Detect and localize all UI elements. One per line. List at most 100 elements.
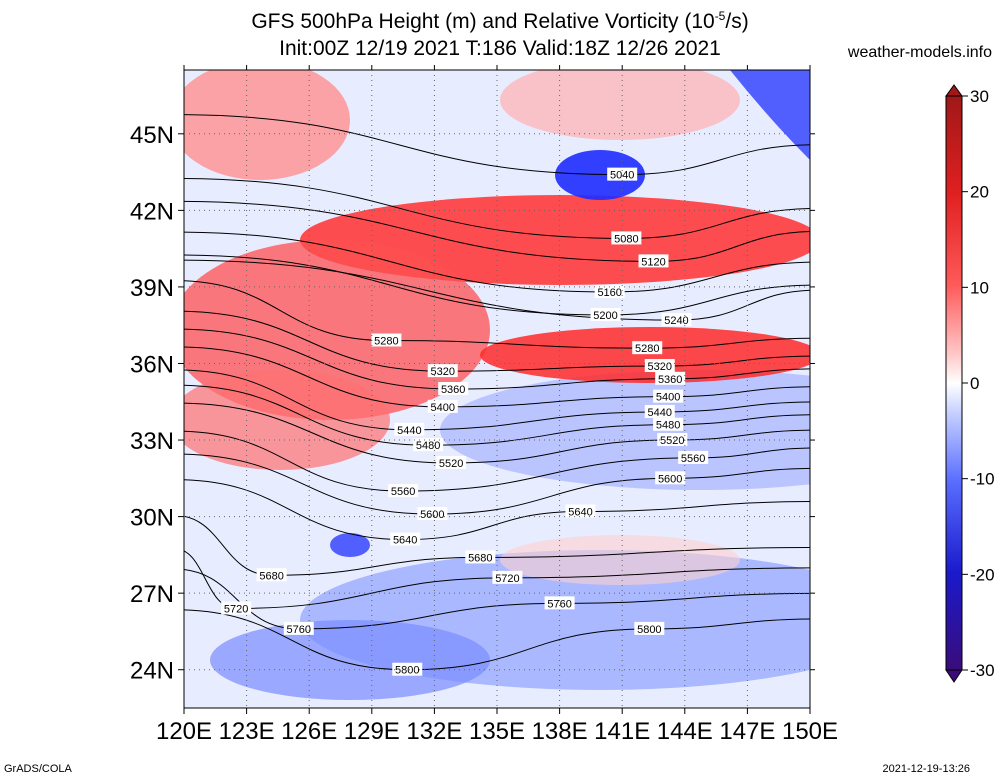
negative-vorticity-center: [730, 70, 810, 160]
height-contour-5640: [184, 479, 810, 541]
contour-label-bg: [392, 662, 423, 676]
height-contour-5520: [184, 402, 810, 464]
colorbar-tick-label: 0: [970, 374, 979, 393]
height-contour-5360: [184, 328, 810, 390]
height-contour-5480: [184, 384, 810, 446]
height-contour-5280: [184, 280, 810, 349]
y-tick-label: 36N: [130, 351, 174, 378]
weak-positive-area: [500, 535, 740, 585]
contour-label-bg: [655, 371, 686, 385]
colorbar-ticks: 30 20 10 0 -10 -20 -30: [962, 87, 995, 680]
chart-subtitle: Init:00Z 12/19 2021 T:186 Valid:18Z 12/2…: [279, 37, 721, 60]
contour-label: 5280: [374, 336, 398, 348]
contour-label: 5320: [431, 366, 455, 378]
contour-label-bg: [256, 568, 287, 582]
x-tick-label: 141E: [594, 718, 650, 745]
contour-label-bg: [427, 399, 458, 413]
colorbar-bottom-arrow: [945, 669, 963, 683]
height-contour-5600: [184, 453, 810, 515]
contour-label: 5800: [637, 624, 661, 636]
contour-label: 5360: [441, 384, 465, 396]
contour-label-bg: [544, 596, 575, 610]
positive-vorticity-area: [500, 70, 740, 140]
x-tick-label: 135E: [469, 718, 525, 745]
contour-label: 5400: [656, 392, 680, 404]
contour-label: 5240: [664, 315, 688, 327]
x-tick-label: 126E: [281, 718, 337, 745]
height-contour-5120: [184, 201, 810, 262]
colorbar-top-arrow: [945, 84, 963, 97]
y-axis-ticks: 24N 27N 30N 33N 36N 39N 42N 45N: [130, 122, 815, 685]
negative-vorticity-band: [210, 620, 490, 700]
y-tick-label: 33N: [130, 428, 174, 455]
colorbar: 30 20 10 0 -10 -20 -30: [945, 84, 995, 683]
contour-label: 5440: [648, 407, 672, 419]
contour-label: 5520: [439, 458, 463, 470]
contour-label: 5600: [420, 509, 444, 521]
y-tick-label: 42N: [130, 198, 174, 225]
contour-label: 5640: [393, 535, 417, 547]
positive-vorticity-band: [480, 327, 810, 383]
contour-label: 5480: [656, 420, 680, 432]
contour-label-bg: [661, 313, 692, 327]
contour-label-bg: [607, 167, 638, 181]
contour-label-bg: [644, 359, 675, 373]
colorbar-tick-label: -20: [970, 565, 995, 584]
colorbar-gradient: [945, 95, 963, 671]
contour-label: 5720: [495, 573, 519, 585]
positive-vorticity-area: [184, 370, 390, 470]
contour-label-bg: [594, 285, 625, 299]
y-tick-label: 39N: [130, 275, 174, 302]
contour-label-bg: [394, 422, 425, 436]
contour-label: 5600: [658, 473, 682, 485]
height-contour-5040: [184, 114, 810, 176]
height-contour-5400: [184, 346, 810, 408]
height-contour-5560: [184, 430, 810, 492]
contour-label-bg: [590, 307, 621, 321]
colorbar-tick-label: 20: [970, 183, 989, 202]
y-tick-label: 24N: [130, 658, 174, 685]
x-tick-label: 138E: [532, 718, 588, 745]
contour-label: 5200: [593, 310, 617, 322]
y-tick-label: 45N: [130, 122, 174, 149]
chart-title: GFS 500hPa Height (m) and Relative Vorti…: [251, 9, 749, 33]
height-contour-5320: [184, 310, 810, 372]
colorbar-tick-label: 30: [970, 87, 989, 106]
contour-label: 5440: [397, 425, 421, 437]
contour-label-bg: [638, 254, 669, 268]
contour-label: 5720: [224, 603, 248, 615]
footer-software: GrADS/COLA: [4, 763, 72, 775]
contour-label-bg: [283, 621, 314, 635]
contour-label: 5560: [391, 486, 415, 498]
contour-label: 5680: [259, 570, 283, 582]
x-tick-label: 123E: [219, 718, 275, 745]
y-tick-label: 30N: [130, 505, 174, 532]
site-credit: weather-models.info: [847, 44, 992, 61]
y-tick-label: 27N: [130, 581, 174, 608]
contour-label: 5160: [597, 287, 621, 299]
contour-label: 5080: [614, 233, 638, 245]
contour-label: 5760: [287, 624, 311, 636]
contour-label-bg: [655, 471, 686, 485]
contour-label-bg: [371, 333, 402, 347]
contour-label: 5320: [648, 361, 672, 373]
negative-vorticity-center: [555, 150, 645, 200]
negative-vorticity-band: [440, 370, 810, 490]
contour-label-bg: [611, 231, 642, 245]
height-contour-5680: [184, 515, 810, 576]
contour-label: 5800: [395, 665, 419, 677]
height-contour-5080: [184, 178, 810, 239]
colorbar-tick-label: -10: [970, 470, 995, 489]
contour-label-bg: [644, 404, 675, 418]
contour-label-bg: [388, 484, 419, 498]
contour-label: 5480: [416, 440, 440, 452]
height-contour-5440: [184, 369, 810, 431]
colorbar-tick-label: 10: [970, 278, 989, 297]
x-tick-label: 129E: [344, 718, 400, 745]
contour-label: 5360: [658, 374, 682, 386]
contour-label: 5520: [660, 435, 684, 447]
contour-label: 5560: [681, 453, 705, 465]
contour-label-bg: [678, 450, 709, 464]
colorbar-tick-label: -30: [970, 661, 995, 680]
